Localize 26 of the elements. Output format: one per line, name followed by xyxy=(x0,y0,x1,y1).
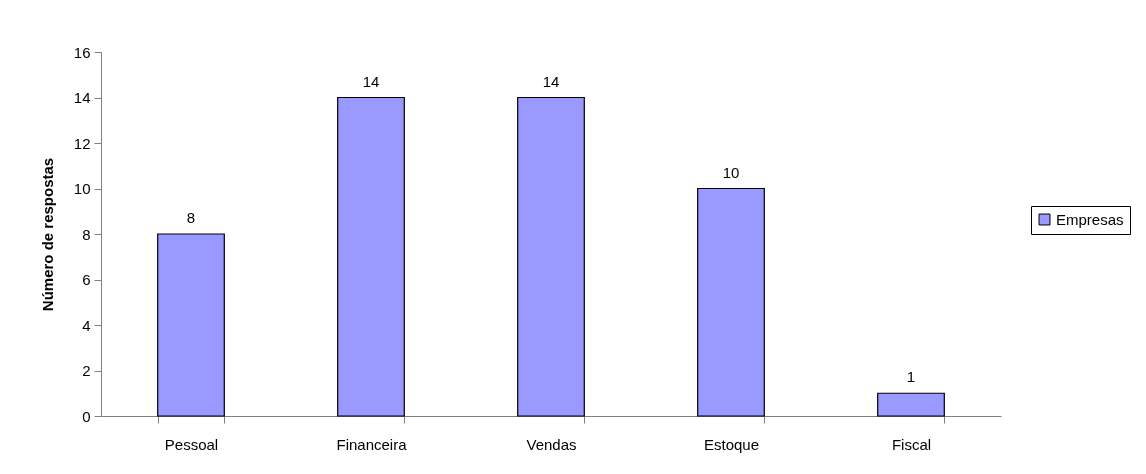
y-tick-label: 12 xyxy=(73,134,91,152)
data-label: 1 xyxy=(906,368,916,386)
y-tick-label: 16 xyxy=(73,43,91,61)
bar xyxy=(877,392,945,417)
data-label: 14 xyxy=(542,72,560,90)
x-tick-label: Financeira xyxy=(336,435,408,453)
y-tick-label: 8 xyxy=(82,225,91,243)
y-tick-label: 6 xyxy=(82,271,91,288)
y-tick-label: 2 xyxy=(82,362,91,379)
data-label: 10 xyxy=(722,163,740,181)
data-label: 14 xyxy=(362,72,380,90)
x-tick-label: Vendas xyxy=(526,435,577,453)
bar xyxy=(697,187,765,417)
bar xyxy=(157,233,225,417)
y-tick-label: 10 xyxy=(73,180,91,197)
x-tick-label: Fiscal xyxy=(891,435,932,453)
y-tick-label: 0 xyxy=(82,407,91,425)
data-label: 8 xyxy=(186,209,196,226)
y-tick-label: 14 xyxy=(73,89,91,106)
y-axis-title: Número de respostas xyxy=(38,157,56,312)
legend-label: Empresas xyxy=(1056,210,1124,228)
x-tick-label: Pessoal xyxy=(164,435,219,453)
y-tick-label: 4 xyxy=(82,316,91,334)
bar xyxy=(517,96,585,417)
bar xyxy=(337,96,405,417)
x-tick-label: Estoque xyxy=(703,435,760,453)
